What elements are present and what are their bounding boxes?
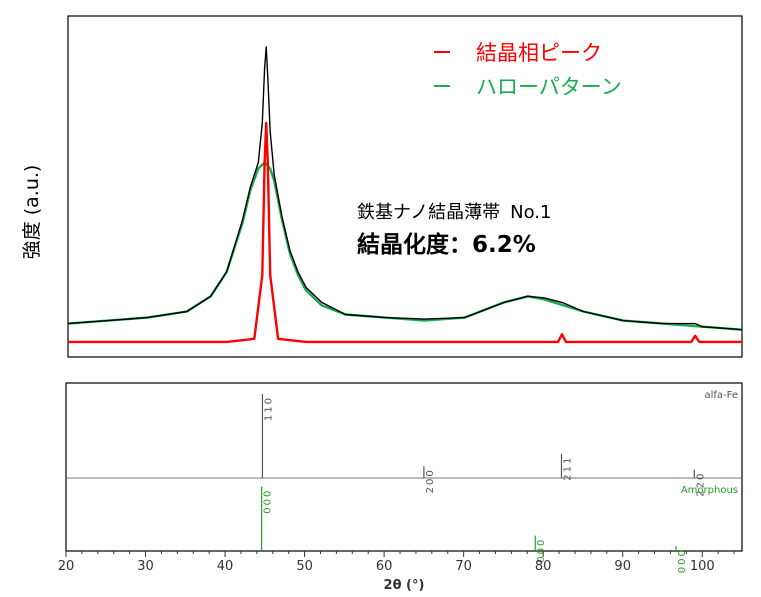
sample-annotation: 鉄基ナノ結晶薄帯 No.1 bbox=[357, 202, 551, 223]
y-axis-label: 強度 (a.u.) bbox=[21, 165, 43, 260]
spectrum-series-group bbox=[67, 46, 743, 344]
legend: 結晶相ピーク ハローパターン bbox=[434, 41, 622, 99]
x-tick-label: 80 bbox=[535, 559, 552, 574]
x-tick-label: 70 bbox=[455, 559, 472, 574]
spectrum-plot-frame bbox=[67, 15, 743, 358]
legend-label-crystal: 結晶相ピーク bbox=[476, 41, 602, 65]
x-tick-label: 40 bbox=[217, 559, 234, 574]
peak-hkl-label: 000 bbox=[677, 548, 688, 573]
x-tick-label: 60 bbox=[376, 559, 393, 574]
spectrum-panel: 強度 (a.u.) 結晶相ピーク ハローパターン 鉄基ナノ結晶薄帯 No.1 結晶… bbox=[21, 15, 743, 358]
phase-label-alfa-fe: alfa-Fe bbox=[704, 390, 738, 401]
crystallinity-annotation: 結晶化度：6.2% bbox=[357, 231, 536, 258]
peak-hkl-label: 110 bbox=[263, 396, 274, 421]
peak-hkl-label: 220 bbox=[695, 472, 706, 497]
x-tick-label: 20 bbox=[58, 559, 75, 574]
x-axis: 20 30 40 50 60 70 80 90 100 bbox=[58, 551, 735, 574]
x-tick-label: 30 bbox=[137, 559, 154, 574]
series-line-crystal-peak bbox=[68, 121, 742, 344]
legend-label-halo: ハローパターン bbox=[476, 75, 622, 99]
x-tick-label: 50 bbox=[296, 559, 313, 574]
peak-hkl-label: 000 bbox=[263, 489, 274, 514]
peak-hkl-label: 200 bbox=[425, 468, 436, 493]
x-tick-label: 100 bbox=[690, 559, 715, 574]
series-line-measured bbox=[67, 46, 743, 331]
reference-sticks-group: 110 200 211 220 000 000 000 bbox=[261, 394, 706, 573]
x-axis-label: 2θ (°) bbox=[384, 578, 425, 593]
reference-plot-frame bbox=[65, 382, 743, 552]
phase-label-amorphous: Amorphous bbox=[681, 485, 738, 496]
peak-hkl-label: 000 bbox=[536, 538, 547, 563]
x-tick-label: 90 bbox=[614, 559, 631, 574]
peak-hkl-label: 211 bbox=[562, 456, 573, 481]
